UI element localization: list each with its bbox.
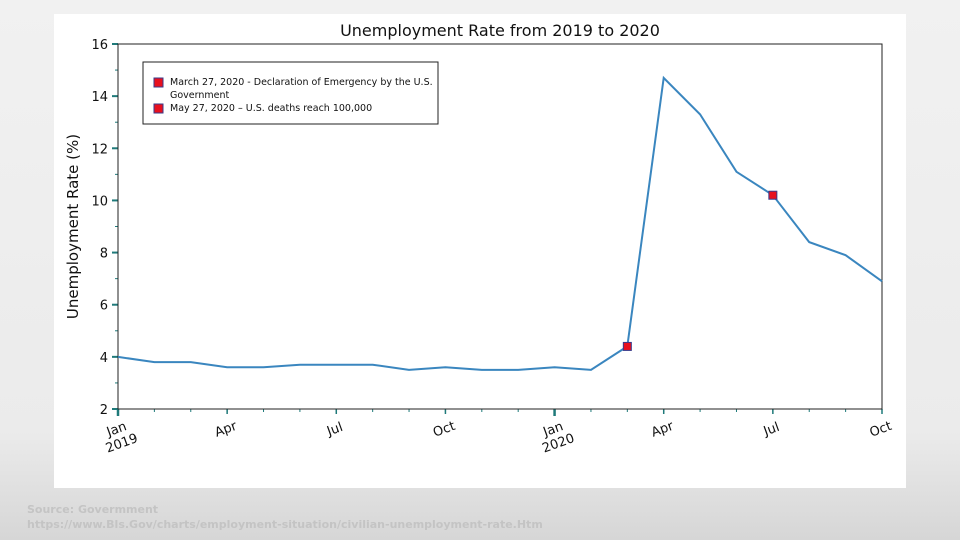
chart-card: Unemployment Rate from 2019 to 2020 Unemp… bbox=[54, 14, 906, 488]
y-tick-label: 16 bbox=[91, 38, 108, 53]
legend-swatch bbox=[153, 103, 164, 114]
legend-label-line: Government bbox=[170, 90, 230, 101]
x-tick-label-line: Apr bbox=[649, 419, 676, 441]
x-tick-label: Apr bbox=[213, 419, 240, 441]
x-tick-label: Jan2019 bbox=[99, 417, 140, 457]
x-tick-label-line: Oct bbox=[431, 419, 457, 441]
y-axis-label: Unemployment Rate (%) bbox=[64, 134, 82, 319]
x-tick-label: Jan2020 bbox=[535, 417, 576, 457]
x-tick-label-line: Jan bbox=[104, 419, 129, 440]
y-tick-label: 10 bbox=[91, 194, 108, 209]
y-tick-label: 2 bbox=[100, 403, 108, 418]
series-line bbox=[117, 75, 883, 371]
x-tick-label: Jul bbox=[761, 420, 782, 440]
event-marker bbox=[768, 190, 778, 200]
event-marker bbox=[622, 341, 632, 351]
legend-label-line: March 27, 2020 - Declaration of Emergenc… bbox=[170, 77, 433, 88]
plot-frame bbox=[117, 43, 883, 410]
legend-swatch bbox=[153, 77, 164, 88]
y-tick-label: 14 bbox=[91, 90, 108, 105]
x-tick-label: Apr bbox=[649, 419, 676, 441]
x-tick-label: Oct bbox=[868, 419, 894, 441]
x-tick-label-line: Jan bbox=[540, 419, 565, 440]
y-tick-label: 8 bbox=[100, 247, 108, 262]
chart-title: Unemployment Rate from 2019 to 2020 bbox=[340, 21, 660, 40]
legend-label: March 27, 2020 - Declaration of Emergenc… bbox=[170, 77, 433, 101]
x-tick-label-line: Jul bbox=[761, 420, 782, 440]
y-tick-label: 12 bbox=[91, 142, 108, 157]
y-tick-label: 6 bbox=[100, 299, 108, 314]
x-tick-label-line: Jul bbox=[324, 420, 345, 440]
legend-box bbox=[142, 61, 439, 125]
x-tick-label: Jul bbox=[324, 420, 345, 440]
legend-label: May 27, 2020 – U.S. deaths reach 100,000 bbox=[170, 103, 372, 114]
x-tick-label-line: Oct bbox=[868, 419, 894, 441]
source-url: https://www.Bls.Gov/charts/employment-si… bbox=[27, 518, 543, 531]
unemployment-chart: Unemployment Rate from 2019 to 2020 Unemp… bbox=[64, 21, 894, 457]
legend-label-line: May 27, 2020 – U.S. deaths reach 100,000 bbox=[170, 103, 372, 114]
y-tick-label: 4 bbox=[100, 351, 108, 366]
x-tick-label-line: Apr bbox=[213, 419, 240, 441]
x-tick-label: Oct bbox=[431, 419, 457, 441]
source-label: Source: Govermment bbox=[27, 503, 159, 516]
